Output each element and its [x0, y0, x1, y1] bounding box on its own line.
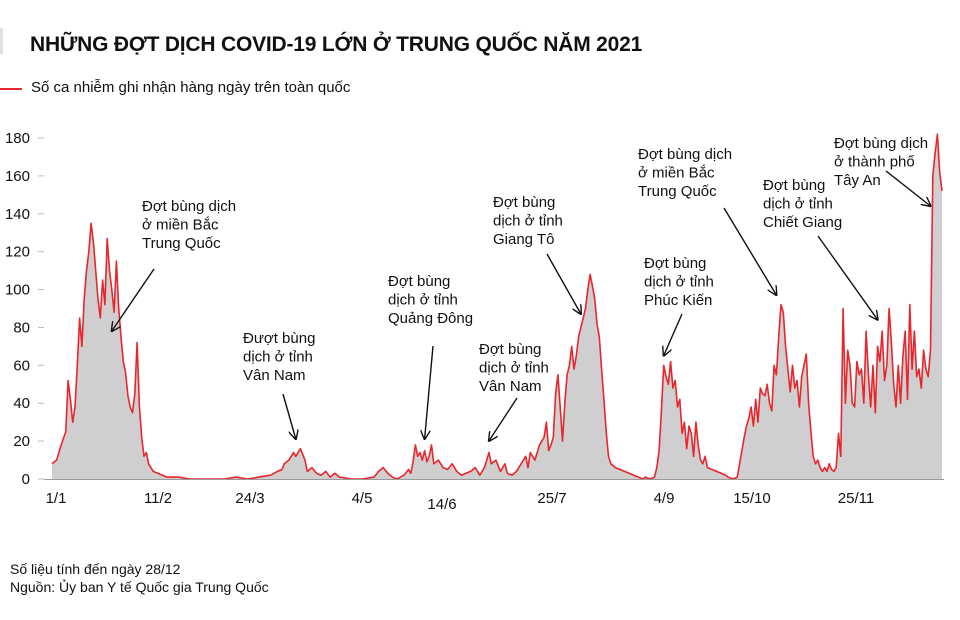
y-tick-label: 160 — [5, 168, 30, 185]
y-tick-label: 140 — [5, 206, 30, 223]
x-tick-label: 4/5 — [352, 490, 373, 507]
annotation-label: Phúc Kiến — [644, 292, 712, 309]
annotation-label: Đợt bùng — [388, 273, 450, 290]
y-tick-label: 120 — [5, 244, 30, 261]
x-tick-label: 14/6 — [427, 496, 456, 513]
annotation-label: Vân Nam — [479, 378, 542, 395]
annotation-arrow — [817, 235, 878, 320]
annotation-label: Đợt bùng dịch — [142, 198, 236, 215]
x-tick-label: 11/2 — [144, 490, 172, 507]
y-tick-label: 100 — [5, 282, 30, 299]
annotation-label: dịch ở tỉnh — [243, 349, 313, 366]
chart-title: NHỮNG ĐỢT DỊCH COVID-19 LỚN Ở TRUNG QUỐC… — [30, 33, 643, 56]
x-tick-label: 15/10 — [733, 490, 771, 507]
annotation-label: ở miền Bắc — [638, 165, 715, 182]
legend-label: Số ca nhiễm ghi nhận hàng ngày trên toàn… — [31, 79, 351, 96]
annotation-arrow — [489, 397, 518, 441]
x-tick-label: 4/9 — [654, 490, 675, 507]
annotation-arrow — [112, 268, 155, 331]
title-accent-bar — [0, 28, 3, 54]
annotation-label: dịch ở tỉnh — [644, 274, 714, 291]
y-tick-label: 0 — [22, 471, 30, 488]
annotation-label: Tây An — [834, 172, 881, 189]
annotation-label: Đợt bùng — [763, 177, 825, 194]
annotation-label: dịch ở tỉnh — [763, 196, 833, 213]
annotation-label: Đợt bùng — [644, 255, 706, 272]
annotation-label: dịch ở tỉnh — [388, 292, 458, 309]
annotation-arrow — [664, 313, 683, 356]
annotation-label: ở thành phố — [834, 154, 915, 171]
annotation-label: Vân Nam — [243, 367, 306, 384]
x-tick-label: 25/7 — [537, 490, 566, 507]
annotation-label: Trung Quốc — [638, 183, 717, 200]
x-tick-label: 1/1 — [46, 490, 67, 507]
legend-line-swatch — [0, 88, 22, 90]
annotation-label: Trung Quốc — [142, 235, 221, 252]
y-tick-label: 180 — [5, 130, 30, 147]
x-tick-label: 24/3 — [235, 490, 264, 507]
annotation-arrow — [723, 207, 776, 295]
annotation-label: Giang Tô — [493, 231, 554, 248]
series-line — [51, 133, 943, 480]
series-area — [52, 134, 942, 479]
y-tick-label: 80 — [13, 319, 30, 336]
annotation-arrow — [546, 253, 581, 314]
y-tick-label: 40 — [13, 395, 30, 412]
annotation-arrow — [282, 393, 296, 439]
annotation-label: Đợt bùng dịch — [834, 135, 928, 152]
annotation-label: dịch ở tỉnh — [493, 213, 563, 230]
annotation-label: ở miền Bắc — [142, 217, 219, 234]
x-tick-label: 25/11 — [838, 490, 874, 507]
data-date-note: Số liệu tính đến ngày 28/12 — [10, 561, 181, 577]
annotation-label: Đợt bùng — [493, 194, 555, 211]
annotation-arrow — [885, 170, 931, 206]
annotation-label: Đợt bùng — [479, 341, 541, 358]
annotation-label: Quảng Đông — [388, 310, 473, 327]
annotation-label: Đượt bùng — [243, 330, 315, 347]
annotation-label: Đợt bùng dịch — [638, 146, 732, 163]
annotation-label: Chiết Giang — [763, 214, 842, 231]
y-tick-label: 60 — [13, 357, 30, 374]
source-note: Nguồn: Ủy ban Y tế Quốc gia Trung Quốc — [10, 579, 269, 595]
footnote: Số liệu tính đến ngày 28/12 Nguồn: Ủy ba… — [10, 560, 269, 596]
annotation-label: dịch ở tỉnh — [479, 360, 549, 377]
y-tick-label: 20 — [13, 433, 30, 450]
annotation-arrow — [425, 345, 434, 439]
